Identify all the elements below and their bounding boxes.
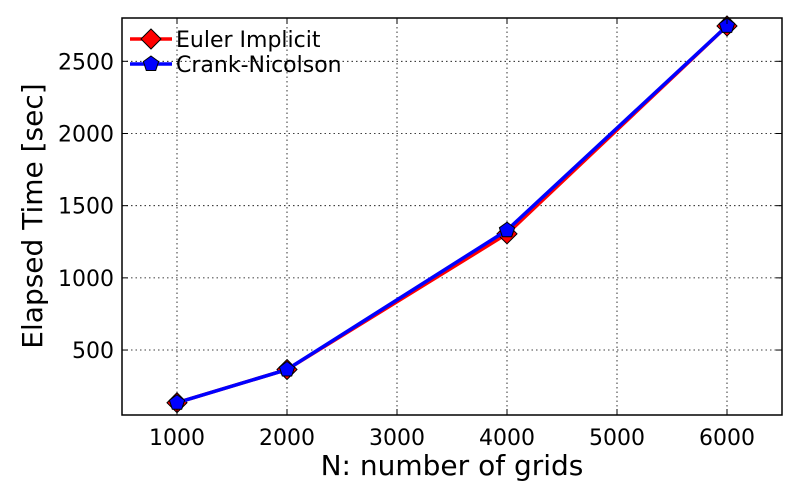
x-tick-label: 4000 bbox=[479, 426, 535, 451]
x-axis-title: N: number of grids bbox=[321, 449, 584, 482]
x-tick-label: 1000 bbox=[149, 426, 205, 451]
x-tick-label: 5000 bbox=[589, 426, 645, 451]
y-tick-label: 1000 bbox=[58, 267, 114, 292]
x-tick-label: 2000 bbox=[259, 426, 315, 451]
x-tick-label: 3000 bbox=[369, 426, 425, 451]
legend-entry: Euler Implicit bbox=[130, 28, 321, 53]
data-point bbox=[278, 360, 296, 377]
y-tick-label: 500 bbox=[72, 339, 114, 364]
legend-label: Euler Implicit bbox=[176, 28, 321, 53]
x-tick-label: 6000 bbox=[699, 426, 755, 451]
series-group bbox=[166, 15, 738, 414]
legend-marker bbox=[142, 55, 160, 71]
legend-label: Crank-Nicolson bbox=[176, 53, 342, 78]
legend-marker bbox=[140, 28, 162, 50]
y-tick-label: 2500 bbox=[58, 50, 114, 75]
data-point bbox=[498, 221, 516, 238]
series-2 bbox=[168, 17, 736, 410]
grid-lines bbox=[122, 18, 782, 415]
y-tick-label: 1500 bbox=[58, 195, 114, 220]
plot-frame bbox=[121, 17, 783, 416]
y-tick-label: 2000 bbox=[58, 122, 114, 147]
data-point bbox=[718, 17, 736, 33]
legend-entry: Crank-Nicolson bbox=[130, 53, 342, 78]
y-axis-title: Elapsed Time [sec] bbox=[16, 83, 49, 348]
series-line bbox=[176, 24, 729, 405]
ticks: 1000 2000 3000 4000 5000 6000 500 1000 1500 2000 2… bbox=[58, 18, 782, 451]
